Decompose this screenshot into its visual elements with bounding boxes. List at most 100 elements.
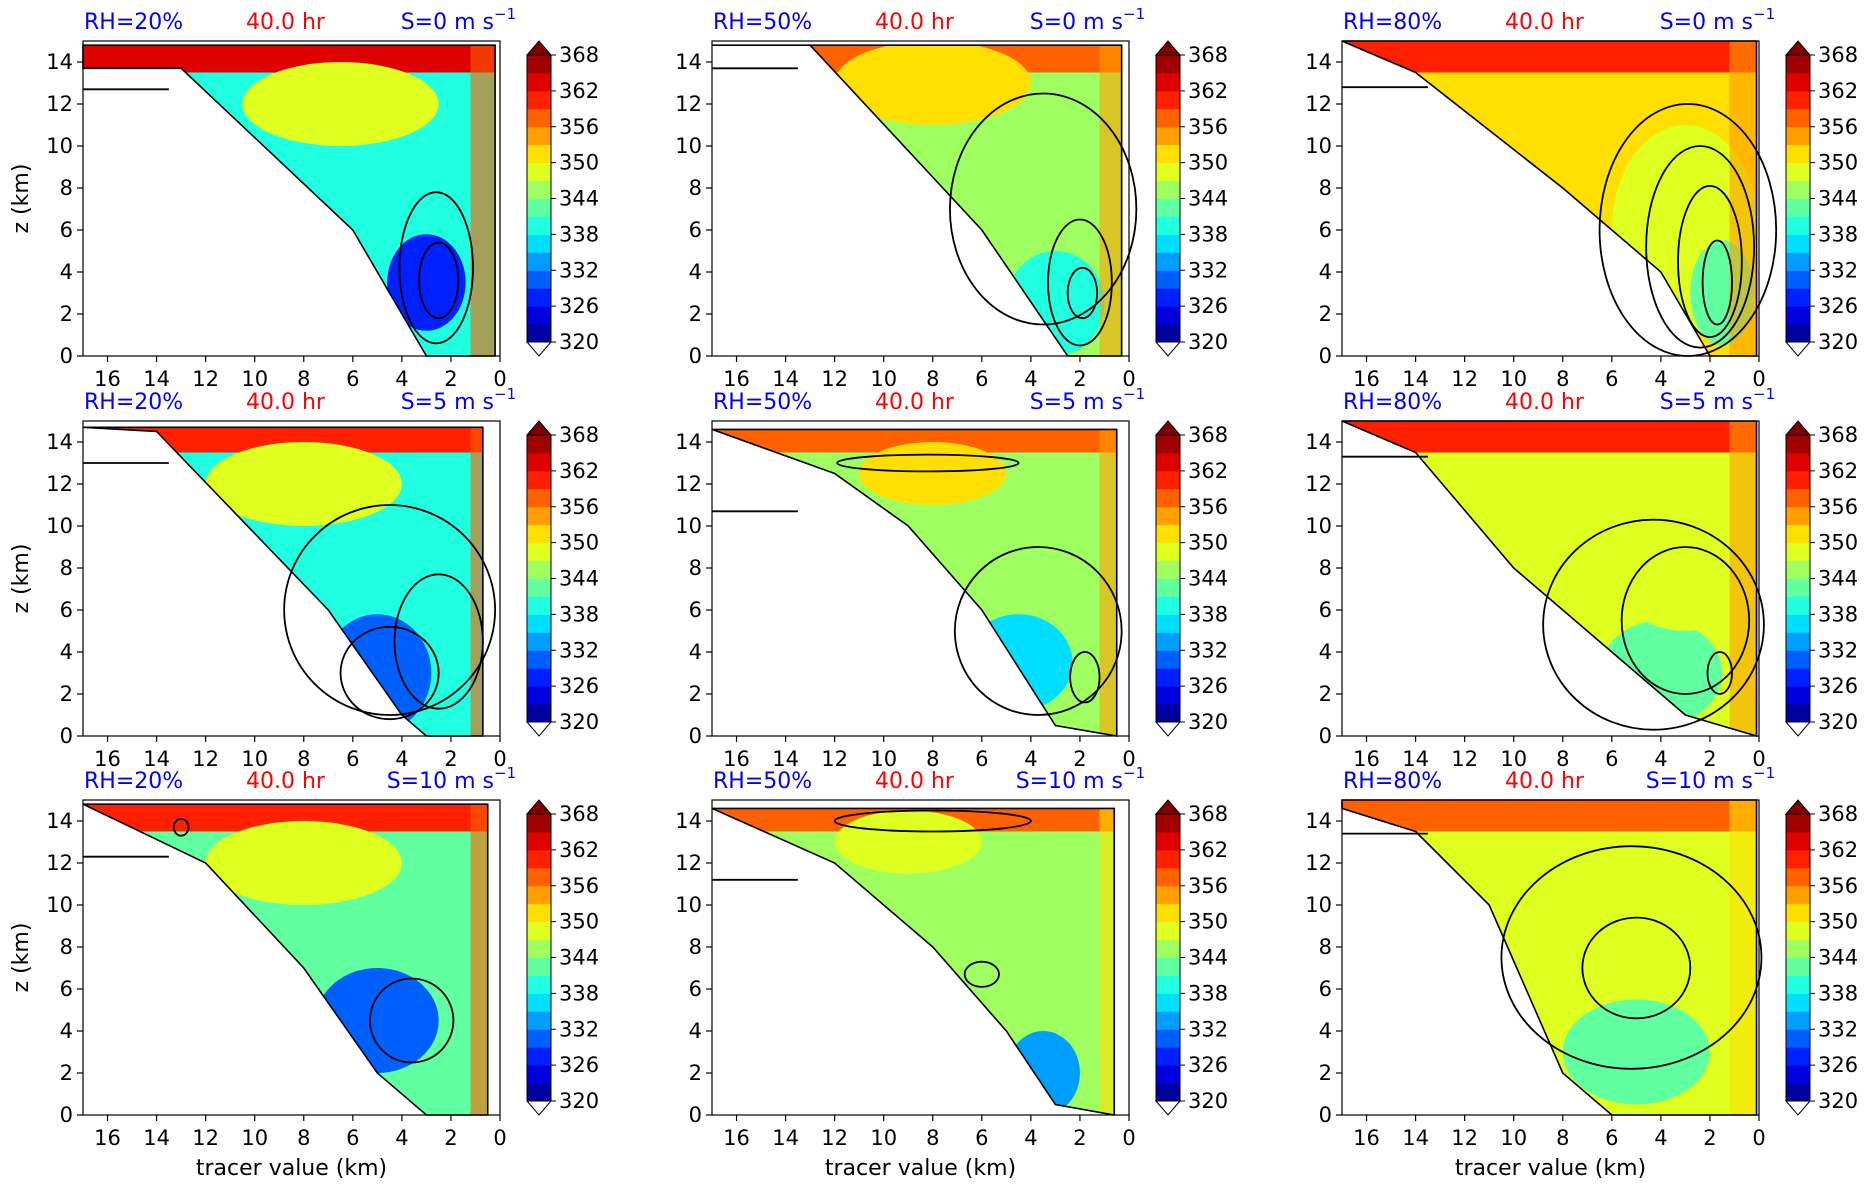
x-tick-label: 12 xyxy=(821,747,848,771)
x-tick-label: 8 xyxy=(1556,747,1569,771)
colorbar-segment xyxy=(1156,270,1180,289)
colorbar-tick-label: 332 xyxy=(559,258,599,282)
field-blob xyxy=(205,821,402,905)
colorbar-segment xyxy=(1156,216,1180,235)
colorbar-segment xyxy=(1156,306,1180,325)
x-tick-label: 2 xyxy=(1073,367,1086,391)
colorbar-extend-max xyxy=(1154,799,1182,815)
colorbar-segment xyxy=(1156,180,1180,199)
panel-4: 16 14 12 10 8 6 4 2 0 0 2 4 6 8 10 12 14 RH=20% 40.0 hr S=5… xyxy=(9,385,599,771)
colorbar-segment xyxy=(1786,72,1810,92)
x-tick-label: 16 xyxy=(94,367,121,391)
colorbar-segment xyxy=(1156,704,1180,723)
field-right-band xyxy=(1099,808,1115,1115)
edge-contour xyxy=(1341,420,1758,738)
colorbar-extend-min xyxy=(1154,1100,1182,1116)
colorbar-segment xyxy=(1156,126,1180,146)
x-tick-label: 4 xyxy=(395,747,408,771)
colorbar: 320 326 332 338 344 350 356 362 368 xyxy=(1154,40,1228,357)
colorbar-segment xyxy=(1156,90,1180,110)
panel-title-time: 40.0 hr xyxy=(246,769,326,794)
filled-contours xyxy=(1342,41,1757,356)
field-blob xyxy=(964,614,1073,711)
y-tick-label: 2 xyxy=(1319,1061,1332,1085)
contour-line xyxy=(836,453,1020,473)
colorbar-segment xyxy=(527,288,551,307)
plot-frame xyxy=(711,420,1130,737)
colorbar-segment xyxy=(527,162,551,182)
colorbar-tick-label: 320 xyxy=(1188,330,1228,354)
y-tick-label: 2 xyxy=(1319,302,1332,326)
y-tick-label: 4 xyxy=(1319,260,1332,284)
colorbar-tick-label: 326 xyxy=(1818,294,1858,318)
colorbar-segment xyxy=(1786,506,1810,526)
edge-contour xyxy=(82,426,484,737)
colorbar-segment xyxy=(527,234,551,253)
field-right-band xyxy=(1729,41,1757,356)
colorbar-segment xyxy=(1786,831,1810,851)
colorbar-tick-label: 368 xyxy=(559,802,599,826)
y-tick-label: 14 xyxy=(46,430,73,454)
colorbar-segment xyxy=(1786,814,1810,833)
x-tick-label: 6 xyxy=(975,367,988,391)
x-tick-label: 2 xyxy=(444,367,457,391)
colorbar-segment xyxy=(1156,686,1180,705)
colorbar-segment xyxy=(1786,1029,1810,1048)
field-blob xyxy=(242,62,439,146)
contour-line xyxy=(1620,546,1751,695)
y-tick-label: 10 xyxy=(1305,514,1332,538)
contour-line xyxy=(1701,239,1733,326)
colorbar-segment xyxy=(527,1065,551,1084)
colorbar-segment xyxy=(527,542,551,562)
y-tick-label: 8 xyxy=(1319,935,1332,959)
colorbar-tick-label: 356 xyxy=(559,495,599,519)
panel-title-rh: RH=20% xyxy=(84,10,183,35)
colorbar-tick-label: 326 xyxy=(1188,294,1228,318)
y-tick-label: 6 xyxy=(689,598,702,622)
colorbar-tick-label: 356 xyxy=(559,874,599,898)
x-tick-label: 4 xyxy=(1654,747,1667,771)
x-tick-label: 14 xyxy=(772,747,799,771)
colorbar-segment xyxy=(1786,1047,1810,1066)
panel-title-shear: S=0 m s xyxy=(401,10,494,35)
field-blob xyxy=(1562,999,1710,1105)
colorbar-tick-label: 326 xyxy=(559,674,599,698)
panel-title-shear-exponent: −1 xyxy=(1123,764,1145,782)
panel-title-shear-exponent: −1 xyxy=(1123,5,1145,23)
edge-contour xyxy=(82,44,496,357)
colorbar-tick-label: 320 xyxy=(1818,1089,1858,1113)
colorbar-segment xyxy=(1156,831,1180,851)
y-tick-label: 6 xyxy=(1319,598,1332,622)
colorbar-segment xyxy=(527,704,551,723)
y-tick-label: 12 xyxy=(675,472,702,496)
colorbar-segment xyxy=(1156,614,1180,633)
colorbar-segment xyxy=(527,435,551,454)
x-tick-label: 14 xyxy=(143,747,170,771)
colorbar-segment xyxy=(1156,435,1180,454)
plot-frame xyxy=(82,420,501,737)
colorbar-tick-label: 362 xyxy=(1818,838,1858,862)
colorbar-segment xyxy=(1156,72,1180,92)
colorbar-segment xyxy=(1786,198,1810,217)
filled-contours xyxy=(1342,421,1757,736)
y-tick-label: 10 xyxy=(46,134,73,158)
y-tick-label: 6 xyxy=(689,977,702,1001)
colorbar-segment xyxy=(527,252,551,271)
panel-title-time: 40.0 hr xyxy=(246,10,326,35)
y-tick-label: 0 xyxy=(1319,344,1332,368)
x-tick-label: 0 xyxy=(1752,367,1765,391)
x-tick-label: 12 xyxy=(821,367,848,391)
field-right-band xyxy=(1099,429,1117,736)
panel-title-time: 40.0 hr xyxy=(875,769,955,794)
colorbar-tick-label: 356 xyxy=(1818,495,1858,519)
y-tick-label: 10 xyxy=(1305,134,1332,158)
x-tick-label: 16 xyxy=(723,367,750,391)
y-axis-label: z (km) xyxy=(9,544,34,614)
colorbar-tick-label: 368 xyxy=(1188,423,1228,447)
field-right-band xyxy=(1729,421,1757,736)
contour-line xyxy=(1542,518,1765,731)
x-tick-label: 2 xyxy=(444,1126,457,1150)
x-tick-label: 4 xyxy=(1654,1126,1667,1150)
x-tick-label: 4 xyxy=(1024,367,1037,391)
